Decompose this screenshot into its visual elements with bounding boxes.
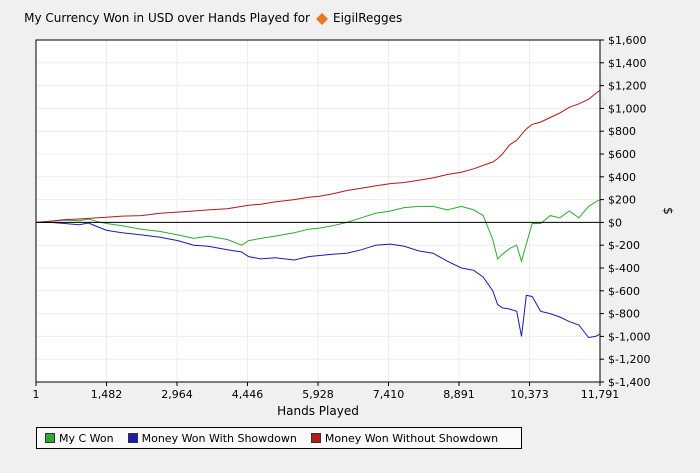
x-tick-label: 10,373 xyxy=(510,388,549,401)
legend: My C Won Money Won With Showdown Money Won… xyxy=(36,427,522,449)
y-tick-label: $1,400 xyxy=(608,57,647,70)
legend-swatch xyxy=(310,433,321,443)
grid xyxy=(35,39,601,383)
legend-item-2: Money Won Without Showdown xyxy=(310,431,499,445)
y-tick-label: $-1,000 xyxy=(608,330,650,343)
x-tick-label: 2,964 xyxy=(161,388,193,401)
legend-item-1: Money Won With Showdown xyxy=(127,431,297,445)
y-tick-label: $400 xyxy=(608,171,636,184)
legend-label: Money Won With Showdown xyxy=(141,431,297,445)
y-tick-label: $200 xyxy=(608,194,636,207)
series-lines xyxy=(35,89,601,339)
y-tick-label: $-200 xyxy=(608,239,640,252)
chart-title: My Currency Won in USD over Hands Played… xyxy=(24,11,310,25)
y-axis-ticks: $1,600 $1,400 $1,200 $1,000 $800 $600 $400 $200… xyxy=(600,34,650,389)
x-axis-ticks: 1 1,482 2,964 4,446 5,928 7,410 8,891 10,373 11,… xyxy=(33,382,620,401)
y-tick-label: $0 xyxy=(608,216,622,229)
y-tick-label: $-800 xyxy=(608,308,640,321)
y-tick-label: $1,200 xyxy=(608,80,647,93)
series-line-2 xyxy=(35,89,601,223)
player-name: EigilRegges xyxy=(333,11,402,25)
y-tick-label: $-1,200 xyxy=(608,353,650,366)
legend-label: Money Won Without Showdown xyxy=(324,431,499,445)
y-tick-label: $600 xyxy=(608,148,636,161)
x-tick-label: 1,482 xyxy=(91,388,123,401)
legend-item-0: My C Won xyxy=(45,432,114,445)
y-tick-label: $1,000 xyxy=(608,102,647,115)
legend-swatch xyxy=(127,433,138,443)
y-tick-label: $-400 xyxy=(608,262,640,275)
legend-swatch xyxy=(45,433,55,443)
x-tick-label: 7,410 xyxy=(373,388,405,401)
y-axis-label: $ xyxy=(661,207,675,215)
x-axis-label: Hands Played xyxy=(277,404,359,418)
x-tick-label: 4,446 xyxy=(232,388,264,401)
y-tick-label: $-600 xyxy=(608,285,640,298)
legend-label: My C Won xyxy=(59,431,114,445)
x-tick-label: 5,928 xyxy=(302,388,334,401)
series-line-1 xyxy=(36,221,601,339)
y-tick-label: $800 xyxy=(608,125,636,138)
x-tick-label: 1 xyxy=(33,388,40,401)
series-line-0 xyxy=(35,199,601,263)
player-badge: EigilRegges xyxy=(316,11,402,25)
x-tick-label: 11,791 xyxy=(581,388,620,401)
x-tick-label: 8,891 xyxy=(443,388,475,401)
player-diamond-icon xyxy=(316,13,328,25)
y-tick-label: $-1,400 xyxy=(608,376,650,389)
y-tick-label: $1,600 xyxy=(608,34,647,47)
